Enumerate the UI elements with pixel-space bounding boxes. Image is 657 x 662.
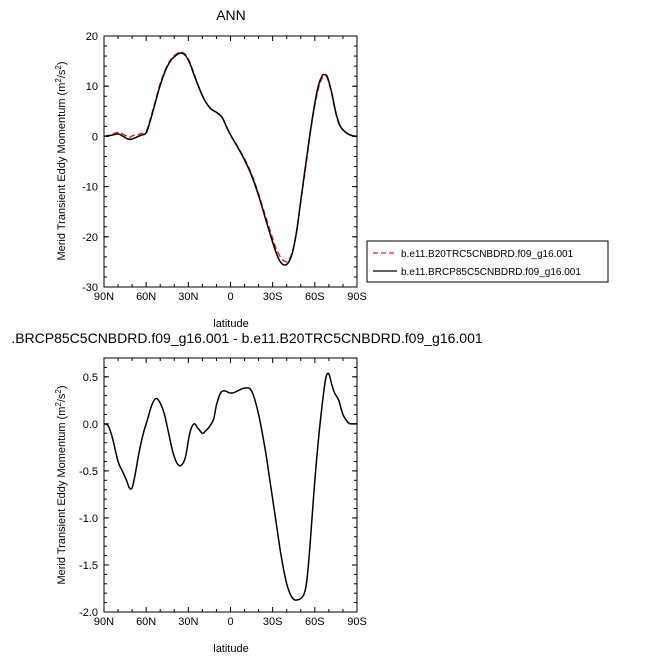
bottom-x-tick-label: 60N bbox=[136, 616, 156, 628]
top-x-tick-label: 90N bbox=[94, 291, 114, 303]
bottom-x-tick-label: 30S bbox=[263, 616, 283, 628]
top-chart-title: ANN bbox=[216, 7, 246, 23]
top-plot-frame bbox=[103, 35, 358, 288]
bottom-x-tick-label: 90N bbox=[94, 616, 114, 628]
bottom-y-tick-label: -1.5 bbox=[79, 560, 98, 572]
bottom-y-tick-label: -2.0 bbox=[79, 607, 98, 619]
legend-entry-brcp85: b.e11.BRCP85C5CNBDRD.f09_g16.001 bbox=[401, 267, 581, 278]
bottom-x-tick-label: 30N bbox=[178, 616, 198, 628]
top-series-line-1 bbox=[103, 52, 358, 266]
bottom-y-tick-label: -0.5 bbox=[79, 466, 98, 478]
bottom-plot-frame bbox=[103, 357, 358, 613]
top-x-axis-label: latitude bbox=[213, 318, 248, 330]
bottom-series-line-0 bbox=[103, 372, 358, 601]
top-y-tick-label: -20 bbox=[82, 232, 98, 244]
top-x-tick-label: 60N bbox=[136, 291, 156, 303]
bottom-y-tick-label: 0.5 bbox=[83, 372, 98, 384]
top-y-axis-label: Merid Transient Eddy Momentum (m2/s2) bbox=[54, 61, 68, 260]
top-x-tick-label: 60S bbox=[305, 291, 325, 303]
bottom-chart-title: .BRCP85C5CNBDRD.f09_g16.001 - b.e11.B20T… bbox=[11, 330, 483, 346]
bottom-x-axis-label: latitude bbox=[213, 643, 248, 655]
bottom-x-tick-label: 90S bbox=[347, 616, 367, 628]
top-y-tick-label: -10 bbox=[82, 182, 98, 194]
bottom-y-tick-label: -1.0 bbox=[79, 513, 98, 525]
bottom-x-tick-label: 0 bbox=[227, 616, 233, 628]
top-x-tick-label: 30S bbox=[263, 291, 283, 303]
top-x-tick-label: 30N bbox=[178, 291, 198, 303]
bottom-y-axis-label: Merid Transient Eddy Momentum (m2/s2) bbox=[54, 385, 68, 584]
legend-entry-b20trc: b.e11.B20TRC5CNBDRD.f09_g16.001 bbox=[401, 249, 574, 260]
top-y-tick-label: 10 bbox=[86, 81, 98, 93]
top-x-tick-label: 90S bbox=[347, 291, 367, 303]
top-legend: b.e11.B20TRC5CNBDRD.f09_g16.001 b.e11.BR… bbox=[366, 240, 609, 283]
bottom-chart-panel: .BRCP85C5CNBDRD.f09_g16.001 - b.e11.B20T… bbox=[11, 330, 483, 655]
bottom-x-tick-label: 60S bbox=[305, 616, 325, 628]
top-y-tick-label: 20 bbox=[86, 31, 98, 43]
top-x-tick-label: 0 bbox=[227, 291, 233, 303]
top-y-tick-label: -30 bbox=[82, 282, 98, 294]
bottom-y-tick-label: 0.0 bbox=[83, 419, 98, 431]
top-chart-panel: ANN 90N 60N 30N 0 30S 60S 90S -30 -20 -10 0 10 20 la… bbox=[54, 7, 609, 330]
top-y-tick-label: 0 bbox=[92, 131, 98, 143]
legend-box bbox=[366, 240, 609, 283]
